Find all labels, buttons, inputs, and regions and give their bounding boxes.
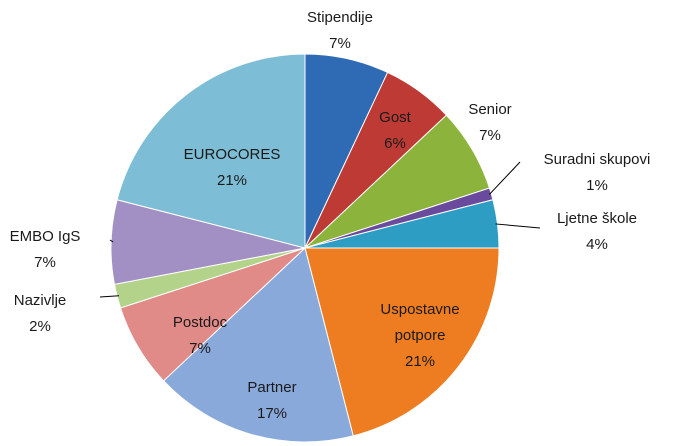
label-line: Postdoc [173,314,228,331]
slice-label: Ljetne škole [557,210,637,227]
slice-value-label: 4% [586,236,608,253]
slice-value-label: 7% [329,35,351,52]
slice-label: Postdoc [173,314,228,331]
slice-value-label: 21% [405,353,435,370]
label-line: Partner [247,379,296,396]
slice-label: Senior [468,101,511,118]
slice-label: Stipendije [307,9,373,26]
slice-label: Partner [247,379,296,396]
pie-slice [116,53,306,249]
slice-value-label: 21% [217,172,247,189]
slice-value-label: 7% [34,254,56,271]
label-line: EUROCORES [184,146,281,163]
label-line: Stipendije [307,9,373,26]
leader-line [109,239,114,243]
leader-line [99,295,120,298]
pie-slice [162,247,354,443]
slice-value-label: 2% [29,318,51,335]
leader-line [489,161,521,195]
slice-label: EMBO IgS [10,228,81,245]
slice-label: Gost [379,109,412,126]
slice-label: Suradni skupovi [544,151,651,168]
pie-slice [304,247,500,437]
leader-line [495,223,541,229]
label-line: Uspostavne [380,301,459,318]
label-line: Senior [468,101,511,118]
label-line: EMBO IgS [10,228,81,245]
label-line: Gost [379,109,412,126]
slice-value-label: 7% [189,340,211,357]
slice-value-label: 17% [257,405,287,422]
slice-value-label: 6% [384,135,406,152]
slice-value-label: 1% [586,177,608,194]
label-line: potpore [395,327,446,344]
label-line: Nazivlje [14,292,67,309]
label-line: Suradni skupovi [544,151,651,168]
slice-label: EUROCORES [184,146,281,163]
slice-label: Uspostavne potpore [380,301,459,344]
slice-value-label: 7% [479,127,501,144]
slice-label: Nazivlje [14,292,67,309]
label-line: Ljetne škole [557,210,637,227]
